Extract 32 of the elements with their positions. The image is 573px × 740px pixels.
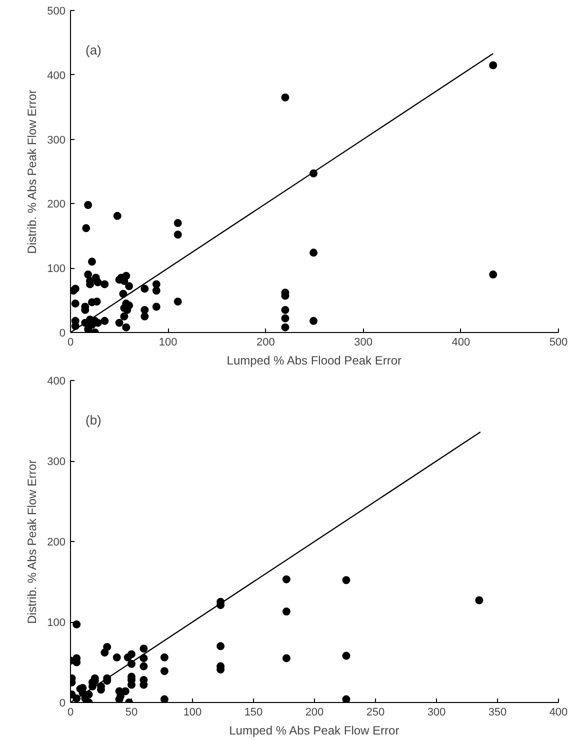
- y-tick-label: 300: [47, 134, 66, 146]
- y-tick-label: 100: [47, 617, 66, 629]
- x-tick-label: 200: [256, 336, 275, 348]
- y-tick-label: 0: [59, 328, 66, 340]
- x-axis-title: Lumped % Abs Flood Peak Error: [226, 354, 402, 368]
- y-axis-title: Distrib. % Abs Peak Flow Error: [25, 460, 40, 624]
- annotation: (a): [86, 42, 102, 58]
- y-tick-label: 200: [47, 198, 66, 211]
- x-tick-label: 400: [452, 336, 470, 348]
- x-tick-label: 250: [366, 706, 385, 718]
- x-tick-label: 400: [549, 706, 568, 718]
- x-tick-label: 100: [158, 336, 178, 348]
- x-tick-label: 500: [549, 336, 568, 348]
- annotation: (b): [86, 412, 102, 428]
- y-tick-label: 0: [59, 698, 66, 710]
- x-tick-label: 50: [125, 706, 138, 718]
- y-axis-title: Distrib. % Abs Peak Flow Error: [25, 90, 40, 254]
- x-tick-label: 300: [427, 706, 446, 718]
- y-tick-label: 300: [47, 456, 66, 468]
- x-tick-label: 100: [183, 706, 202, 718]
- y-tick-label: 500: [47, 6, 66, 18]
- x-tick-label: 0: [67, 706, 74, 718]
- x-axis-title: Lumped % Abs Peak Flow Error: [229, 724, 400, 738]
- y-tick-label: 400: [47, 70, 66, 82]
- y-tick-label: 100: [47, 263, 66, 276]
- x-tick-label: 0: [67, 336, 74, 348]
- y-tick-label: 400: [47, 376, 66, 388]
- x-tick-label: 150: [244, 706, 263, 718]
- x-tick-label: 300: [354, 336, 372, 348]
- x-tick-label: 200: [305, 706, 324, 718]
- x-tick-label: 350: [488, 706, 507, 718]
- y-tick-label: 200: [47, 536, 66, 548]
